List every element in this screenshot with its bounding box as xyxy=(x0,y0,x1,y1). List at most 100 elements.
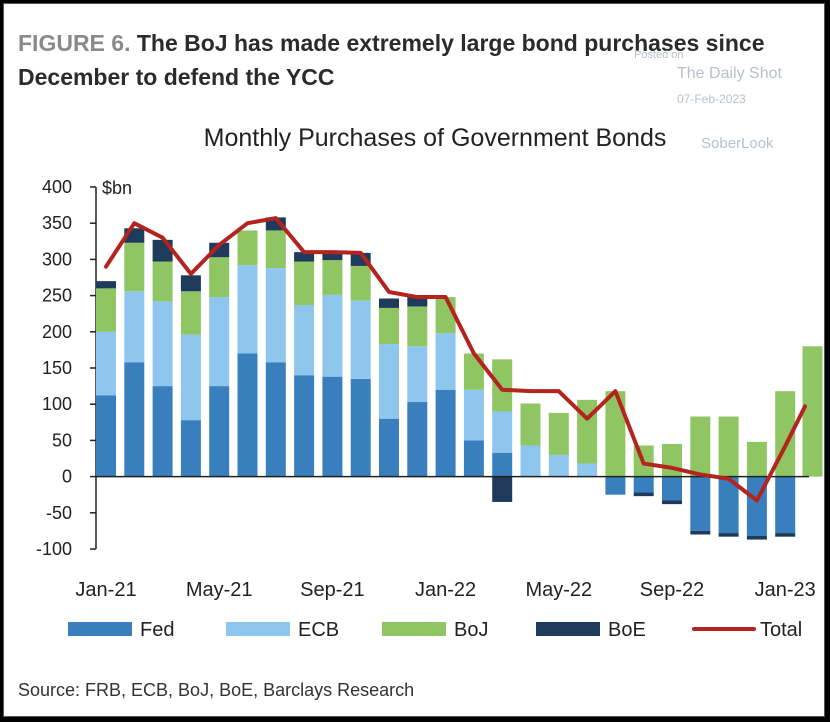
y-tick-label: 200 xyxy=(42,322,72,342)
total-line xyxy=(104,216,808,503)
bar-boj xyxy=(96,288,116,332)
bar-fed xyxy=(633,476,654,493)
bar-stack xyxy=(520,403,541,477)
x-tick-label: May-21 xyxy=(186,579,253,601)
bar-stack xyxy=(209,242,230,477)
bar-boe xyxy=(209,242,230,258)
legend-label: Total xyxy=(760,619,802,641)
bar-boj xyxy=(520,403,541,446)
x-tick-label: Jan-21 xyxy=(75,579,136,601)
bar-ecb xyxy=(237,265,258,354)
bar-stack xyxy=(492,359,513,502)
bar-boj xyxy=(802,346,823,477)
bar-ecb xyxy=(350,300,371,379)
bar-ecb xyxy=(124,291,145,363)
y-tick-label: 350 xyxy=(42,213,72,233)
x-tick-label: Jan-22 xyxy=(415,579,476,601)
bar-fed xyxy=(265,362,286,477)
y-tick-label: 0 xyxy=(62,467,72,487)
figure-headline: FIGURE 6. The BoJ has made extremely lar… xyxy=(18,26,818,94)
bar-ecb xyxy=(96,331,116,396)
bar-boe xyxy=(690,530,711,535)
bar-fed xyxy=(605,476,626,495)
bar-boe xyxy=(407,297,428,307)
bar-boj xyxy=(265,230,286,269)
bar-stack xyxy=(407,297,428,477)
bar-boe xyxy=(180,275,201,292)
bar-fed xyxy=(463,440,484,477)
bar-stack xyxy=(152,239,173,477)
bar-ecb xyxy=(463,389,484,441)
bar-ecb xyxy=(180,334,201,421)
bar-fed xyxy=(690,476,711,531)
bar-boe xyxy=(633,492,654,497)
bar-ecb xyxy=(294,305,315,376)
bar-boj xyxy=(379,307,399,345)
bar-ecb xyxy=(209,297,230,387)
y-tick-label: -100 xyxy=(36,539,72,559)
bar-boe xyxy=(662,500,682,505)
bar-boj xyxy=(124,242,145,292)
bar-ecb xyxy=(435,333,456,390)
bar-stack xyxy=(180,275,201,477)
source-note: Source: FRB, ECB, BoJ, BoE, Barclays Res… xyxy=(18,680,415,700)
legend-label: BoJ xyxy=(454,619,488,641)
bar-fed xyxy=(379,418,399,477)
bar-fed xyxy=(718,476,739,534)
watermark-date: 07-Feb-2023 xyxy=(677,92,746,106)
y-axis-unit-label: $bn xyxy=(102,178,132,198)
bar-ecb xyxy=(492,411,513,453)
bar-fed xyxy=(407,402,428,477)
figure-frame: FIGURE 6. The BoJ has made extremely lar… xyxy=(3,3,825,717)
bar-stack xyxy=(124,228,145,477)
bar-fed xyxy=(96,395,116,477)
bar-ecb xyxy=(152,301,173,387)
bar-ecb xyxy=(407,346,428,403)
bar-stack xyxy=(463,353,484,477)
bar-stack xyxy=(237,230,258,477)
bar-boe xyxy=(492,476,513,502)
bar-boe xyxy=(152,239,173,262)
bar-boj xyxy=(662,444,682,477)
legend-label: BoE xyxy=(608,619,646,641)
bar-stack xyxy=(350,252,371,477)
bar-stack xyxy=(96,281,116,477)
x-tick-label: Sep-21 xyxy=(300,579,365,601)
bar-boj xyxy=(237,230,258,266)
bar-boj xyxy=(690,416,711,477)
bar-boj xyxy=(294,261,315,306)
watermark-posted: Posted on xyxy=(634,49,684,61)
bar-stack xyxy=(718,416,739,537)
legend-swatch xyxy=(382,622,446,636)
x-tick-label: Jan-23 xyxy=(755,579,816,601)
bar-fed xyxy=(435,389,456,477)
bar-boj xyxy=(605,391,626,477)
bar-boj xyxy=(463,353,484,390)
x-tick-label: Sep-22 xyxy=(640,579,705,601)
bond-purchases-chart: 400 350 300 250 200 150 100 50 0 -50 -100 $bn Jan-21… xyxy=(36,177,823,641)
bar-ecb xyxy=(322,294,343,377)
legend-item: ECB xyxy=(226,619,339,641)
bar-fed xyxy=(662,476,682,501)
y-tick-label: 250 xyxy=(42,286,72,306)
bar-boj xyxy=(209,257,230,298)
bar-fed xyxy=(152,386,173,477)
bar-boj xyxy=(180,291,201,335)
legend-swatch xyxy=(226,622,290,636)
bar-boj xyxy=(718,416,739,477)
legend-swatch xyxy=(68,622,132,636)
bar-fed xyxy=(294,375,315,477)
bar-stack xyxy=(265,217,286,477)
bar-boj xyxy=(152,261,173,302)
chart-title: Monthly Purchases of Government Bonds xyxy=(203,124,667,152)
y-tick-label: 100 xyxy=(42,394,72,414)
bar-ecb xyxy=(520,445,541,477)
figure-headline-text: The BoJ has made extremely large bond pu… xyxy=(18,30,765,90)
bar-stack xyxy=(633,445,654,497)
legend-label: ECB xyxy=(298,619,339,641)
bar-boe xyxy=(746,535,767,540)
watermark-daily-shot: The Daily Shot xyxy=(677,65,782,82)
bar-ecb xyxy=(379,344,399,419)
bar-stack xyxy=(662,444,682,505)
bar-ecb xyxy=(577,463,598,477)
